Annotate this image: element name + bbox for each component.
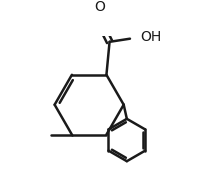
Text: OH: OH <box>140 30 161 44</box>
Text: O: O <box>95 0 106 14</box>
